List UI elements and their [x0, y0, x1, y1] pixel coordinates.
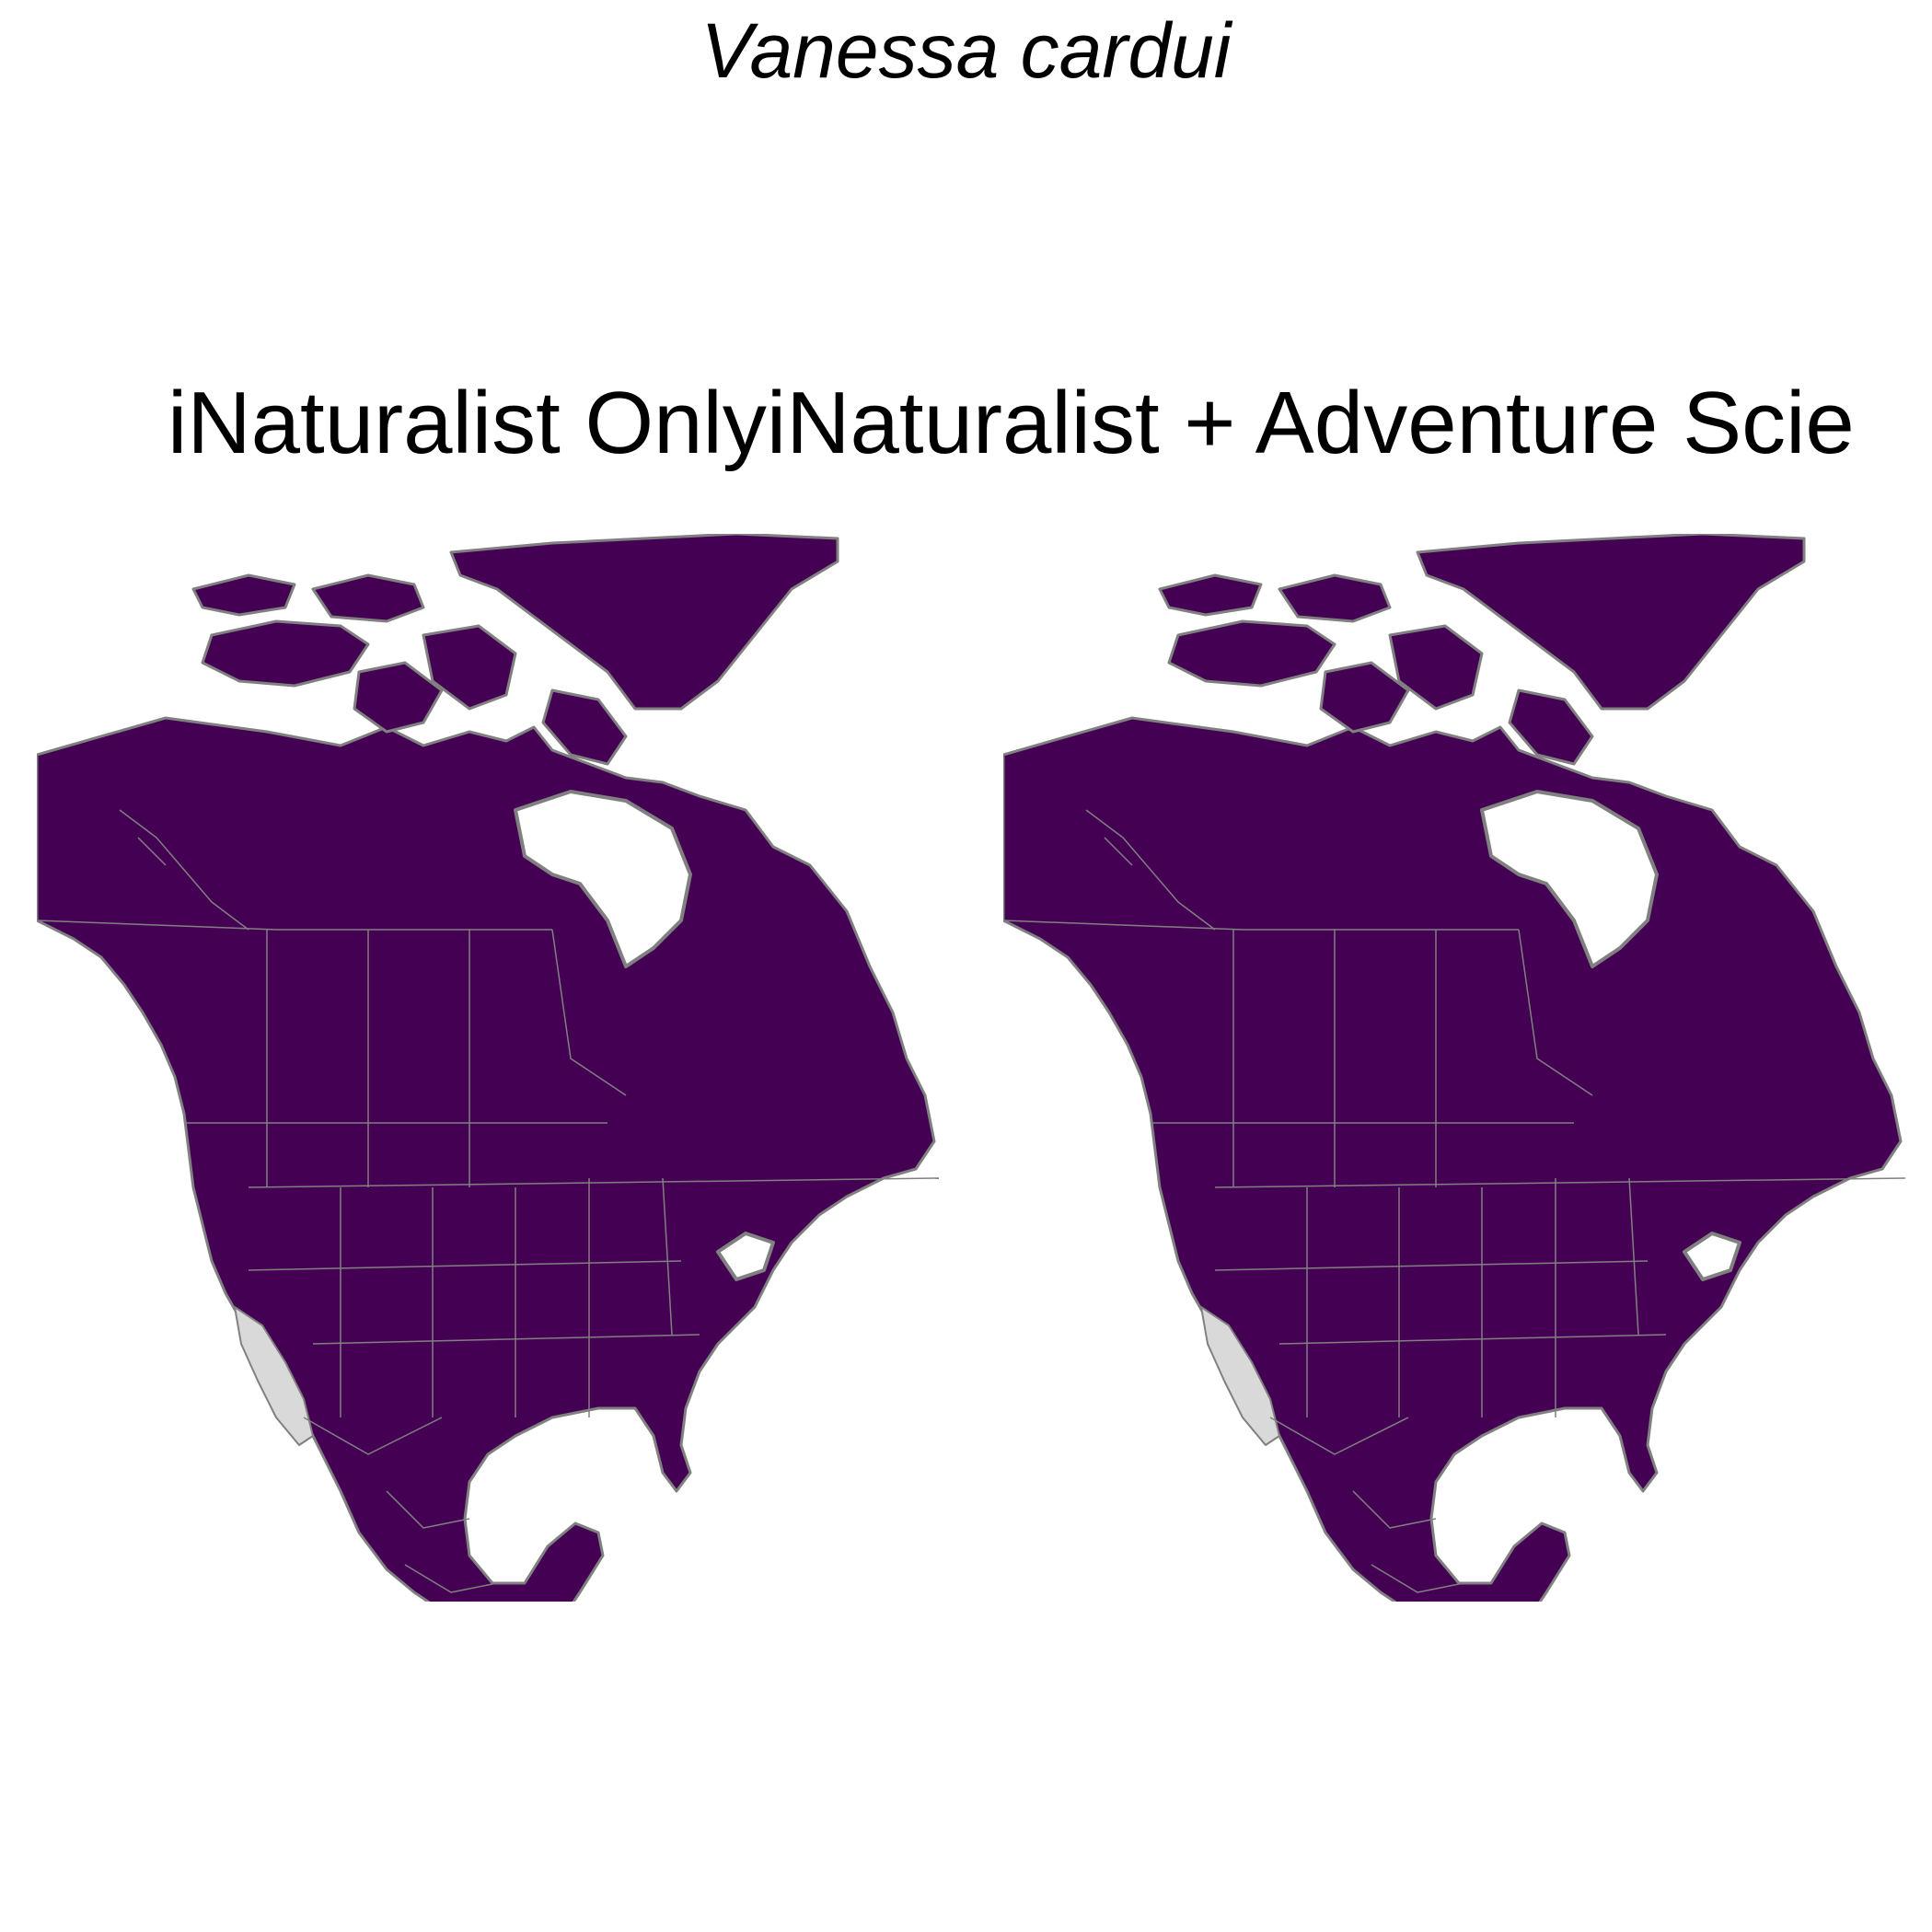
- map-panel-inaturalist-only: [37, 534, 957, 1602]
- figure-title: Vanessa cardui: [700, 7, 1232, 94]
- north-america-map: [37, 534, 940, 1602]
- panel-title-inaturalist-adventure: iNaturalist + Adventure Scie: [766, 374, 1855, 472]
- absence-area: [1200, 1306, 1280, 1446]
- admin-border: [1085, 809, 1216, 931]
- water-body: [716, 1232, 775, 1281]
- admin-border: [1003, 920, 1519, 931]
- arctic-island: [1158, 573, 1263, 617]
- panel-title-inaturalist-only: iNaturalist Only: [168, 374, 767, 472]
- admin-border: [1214, 1177, 1906, 1188]
- admin-border: [1104, 837, 1133, 866]
- arctic-island: [422, 624, 517, 711]
- arctic-island: [201, 619, 370, 688]
- admin-border: [248, 1177, 940, 1188]
- arctic-island: [449, 534, 839, 711]
- admin-border: [1214, 1260, 1649, 1271]
- arctic-island: [1319, 661, 1410, 734]
- arctic-island: [1167, 619, 1336, 688]
- admin-border: [386, 1490, 470, 1529]
- admin-border: [1628, 1177, 1639, 1336]
- admin-border: [248, 1260, 682, 1271]
- admin-border: [303, 1417, 443, 1455]
- admin-border: [662, 1177, 673, 1336]
- admin-border: [1518, 929, 1593, 1096]
- admin-border: [1352, 1490, 1437, 1529]
- arctic-island: [1508, 688, 1594, 766]
- arctic-island: [541, 688, 628, 766]
- mainland-region: [1003, 716, 1903, 1602]
- panel-titles: iNaturalist OnlyiNaturalist + Adventure …: [168, 373, 1855, 474]
- admin-border: [1269, 1417, 1409, 1455]
- water-body: [1683, 1232, 1741, 1281]
- map-panel-inaturalist-adventure: [1003, 534, 1924, 1602]
- water-body: [514, 790, 692, 968]
- admin-border: [312, 1334, 700, 1345]
- arctic-island: [191, 573, 296, 617]
- arctic-island: [1416, 534, 1806, 711]
- admin-border: [551, 929, 627, 1096]
- absence-area: [234, 1306, 314, 1446]
- admin-border: [1278, 1334, 1667, 1345]
- admin-border: [119, 809, 249, 931]
- north-america-map: [1003, 534, 1906, 1602]
- arctic-island: [1388, 624, 1484, 711]
- arctic-island: [1278, 573, 1392, 623]
- admin-border: [137, 837, 167, 866]
- admin-border: [1371, 1564, 1464, 1593]
- admin-border: [37, 920, 552, 931]
- mainland-region: [37, 716, 936, 1602]
- water-body: [1480, 790, 1659, 968]
- arctic-island: [311, 573, 425, 623]
- arctic-island: [353, 661, 444, 734]
- admin-border: [404, 1564, 498, 1593]
